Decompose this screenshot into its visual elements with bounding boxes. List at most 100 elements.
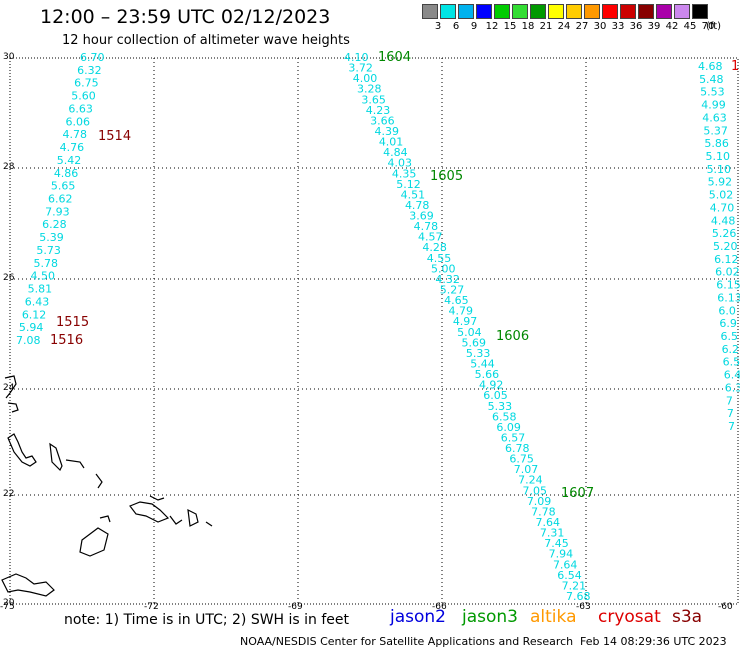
credit-line: NOAA/NESDIS Center for Satellite Applica… [240, 635, 574, 648]
legend-label: 21 [539, 21, 553, 32]
swh-value: 5.92 [708, 176, 733, 189]
swh-value: 5.53 [700, 86, 725, 99]
satellite-name: jason2 [390, 607, 446, 627]
swh-value: 7 [728, 420, 735, 433]
legend-swatch [674, 4, 690, 19]
swh-value: 6.05 [483, 389, 508, 402]
legend-label: 15 [503, 21, 517, 32]
legend-swatch [494, 4, 510, 19]
legend-unit: (ft) [706, 21, 722, 32]
swh-value: 6.12 [22, 308, 47, 321]
pass-time-label: 1515 [56, 315, 89, 330]
swh-value: 6.32 [77, 64, 102, 77]
swh-value: 5.37 [703, 124, 728, 137]
island-outline [65, 459, 85, 469]
swh-value: 7.93 [45, 205, 70, 218]
island-outline [129, 501, 170, 523]
swh-value: 6.75 [74, 77, 99, 90]
pass-time-label: 1516 [50, 333, 83, 348]
swh-value: 5.94 [19, 321, 43, 334]
legend-swatch [458, 4, 474, 19]
legend-label: 6 [452, 21, 460, 32]
island-outline [7, 433, 37, 467]
satellite-name: jason3 [462, 607, 518, 627]
swh-value: 6.78 [505, 442, 530, 455]
island-outline [1, 573, 55, 597]
lat-label: 20 [3, 598, 15, 608]
lon-label: -60 [718, 602, 733, 612]
swh-value: 6.62 [48, 193, 73, 206]
legend-swatch [602, 4, 618, 19]
legend-swatch [656, 4, 672, 19]
swh-value: 3.69 [409, 210, 434, 223]
swh-value: 5.65 [51, 180, 75, 193]
footer-note: note: 1) Time is in UTC; 2) SWH is in fe… [64, 612, 350, 628]
coastline [1, 375, 213, 597]
swh-value: 7.21 [562, 579, 587, 592]
lon-label: -72 [144, 602, 159, 612]
swh-value: 4.55 [427, 252, 452, 265]
swh-value: 5.12 [396, 178, 421, 191]
swh-value: 4.00 [353, 72, 378, 85]
swh-value: 6.28 [42, 218, 67, 231]
swh-value: 7.68 [566, 590, 591, 603]
swh-value: 7.08 [16, 334, 41, 347]
swh-value: 4.99 [701, 99, 726, 112]
swh-value: 4.28 [422, 241, 447, 254]
swh-value: 5.42 [57, 154, 82, 167]
swh-value: 7.07 [514, 463, 539, 476]
swh-value: 6.70 [80, 51, 105, 64]
swh-value: 6.2 [722, 343, 740, 356]
legend-label: 42 [665, 21, 679, 32]
legend-swatch [476, 4, 492, 19]
legend-label: 70 [701, 21, 715, 32]
pass-time-label: 1606 [496, 329, 529, 344]
legend-swatch [530, 4, 546, 19]
swh-value: 5.27 [440, 284, 465, 297]
legend-label: 33 [611, 21, 625, 32]
legend-label: 9 [470, 21, 478, 32]
pass-time-label: 1607 [561, 486, 594, 501]
swh-value: 7.45 [544, 537, 569, 550]
swh-value: 5.26 [712, 227, 737, 240]
swh-value: 4.92 [479, 379, 504, 392]
lat-label: 30 [3, 52, 15, 62]
swh-value: 5.69 [462, 336, 487, 349]
swh-value: 5.48 [699, 73, 724, 86]
swh-value: 4.97 [453, 315, 478, 328]
lon-label: -75 [0, 602, 15, 612]
legend-label: 3 [434, 21, 442, 32]
satellite-name: cryosat [598, 607, 661, 627]
pass-time-label: 1514 [98, 129, 131, 144]
swh-value: 5.00 [431, 262, 456, 275]
legend-swatch [584, 4, 600, 19]
pass-time-labels: 1514 1515 1516 1604 1605 1606 1607 1 [50, 50, 739, 501]
swh-value: 3.66 [370, 114, 395, 127]
satellite-name: altika [530, 607, 577, 627]
legend-label: 36 [629, 21, 643, 32]
island-outline [205, 521, 213, 527]
island-outline [169, 515, 183, 525]
pass-time-label: 1604 [378, 50, 411, 65]
swh-value: 6.5 [721, 330, 739, 343]
swh-value: 7 [726, 394, 733, 407]
swh-value: 4.76 [60, 141, 85, 154]
swh-value: 6.75 [509, 453, 533, 466]
swh-value: 5.60 [71, 90, 96, 103]
legend-label: 18 [521, 21, 535, 32]
map-subtitle: 12 hour collection of altimeter wave hei… [62, 33, 350, 48]
swh-value: 4.32 [435, 273, 460, 286]
swh-value: 6.0 [718, 304, 736, 317]
swh-value: 5.10 [706, 150, 731, 163]
swh-value: 4.78 [414, 220, 439, 233]
swh-value: 4.63 [702, 111, 727, 124]
swh-value: 6.57 [501, 431, 526, 444]
swh-value: 6.54 [557, 569, 582, 582]
lon-label: -66 [432, 602, 447, 612]
lon-label: -63 [576, 602, 591, 612]
swh-value: 4.65 [444, 294, 469, 307]
island-outline [99, 515, 111, 523]
swh-value: 6.5 [723, 356, 740, 369]
swh-value: 6.4 [724, 369, 740, 382]
